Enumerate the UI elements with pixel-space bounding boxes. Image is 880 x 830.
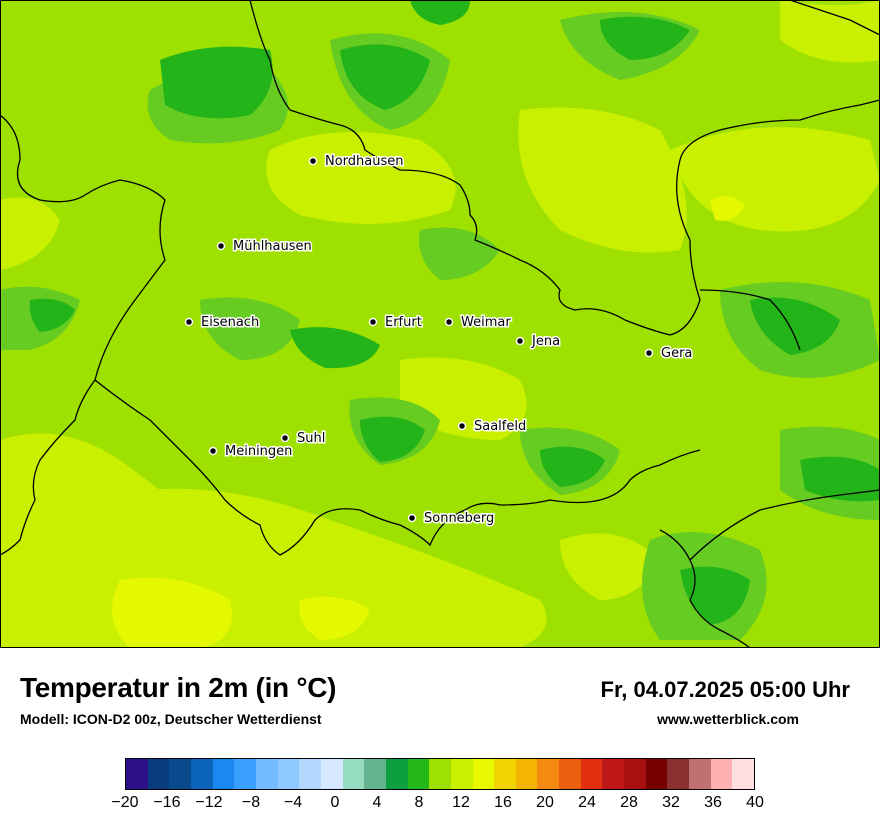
colorbar-segment (732, 759, 755, 789)
colorbar-segment (559, 759, 581, 789)
colorbar (125, 758, 755, 790)
colorbar-segment (450, 759, 473, 789)
colorbar-tick-label: 32 (662, 794, 680, 811)
city-marker: Sonneberg (407, 510, 496, 528)
colorbar-segment (126, 759, 148, 789)
colorbar-tick-label: 36 (704, 794, 722, 811)
colorbar-segment (234, 759, 256, 789)
colorbar-segment (710, 759, 733, 789)
colorbar-segment (472, 759, 495, 789)
colorbar-segment (277, 759, 300, 789)
city-marker: Saalfeld (457, 418, 528, 436)
svg-text:Meiningen: Meiningen (225, 444, 292, 459)
coolest-areas (29, 0, 880, 625)
colorbar-tick-label: 40 (746, 794, 764, 811)
city-marker: Jena (515, 333, 562, 351)
svg-text:Saalfeld: Saalfeld (474, 419, 526, 434)
colorbar-tick-label: −8 (241, 794, 261, 811)
website-link[interactable]: www.wetterblick.com (657, 711, 799, 727)
colorbar-tick-label: 24 (578, 794, 596, 811)
colorbar-segment (494, 759, 516, 789)
colorbar-tick-label: −4 (283, 794, 303, 811)
colorbar-segment (580, 759, 603, 789)
colorbar-tick-label: 28 (620, 794, 638, 811)
colorbar-segment (407, 759, 430, 789)
colorbar-segment (212, 759, 235, 789)
svg-text:Erfurt: Erfurt (385, 315, 422, 330)
colorbar-segment (515, 759, 538, 789)
city-marker: Weimar (444, 314, 513, 332)
city-marker: Erfurt (368, 314, 423, 332)
colorbar-segment (624, 759, 646, 789)
city-marker: Gera (644, 345, 694, 363)
city-markers: Nordhausen Mühlhausen Eisenach Erfurt We… (184, 153, 694, 528)
colorbar-segment (537, 759, 560, 789)
colorbar-segment (689, 759, 711, 789)
model-source: Modell: ICON-D2 00z, Deutscher Wetterdie… (20, 711, 322, 727)
svg-text:Nordhausen: Nordhausen (325, 154, 404, 169)
colorbar-tick-label: −16 (153, 794, 181, 811)
colorbar-tick-label: 8 (414, 794, 424, 811)
temperature-map: Nordhausen Mühlhausen Eisenach Erfurt We… (0, 0, 880, 648)
colorbar-segment (645, 759, 668, 789)
colorbar-segment (364, 759, 386, 789)
colorbar-segment (667, 759, 690, 789)
border-lines (0, 0, 880, 648)
map-title: Temperatur in 2m (in °C) (20, 672, 337, 703)
svg-text:Suhl: Suhl (297, 431, 325, 446)
colorbar-segment (602, 759, 625, 789)
colorbar-tick-label: 4 (372, 794, 382, 811)
colorbar-tick-label: −20 (111, 794, 139, 811)
city-marker: Meiningen (208, 443, 294, 461)
colorbar-tick-label: 12 (452, 794, 470, 811)
svg-text:Jena: Jena (531, 334, 560, 349)
colorbar-segment (169, 759, 191, 789)
svg-text:Weimar: Weimar (461, 315, 511, 330)
colorbar-segment (255, 759, 278, 789)
svg-text:Mühlhausen: Mühlhausen (233, 239, 312, 254)
colorbar-tick-label: 0 (330, 794, 340, 811)
colorbar-segment (147, 759, 170, 789)
city-marker: Eisenach (184, 314, 261, 332)
colorbar-segment (190, 759, 213, 789)
colorbar-ticks: −20 −16 −12 −8 −4 0 4 8 12 16 20 24 28 32 36 40 (111, 794, 763, 818)
svg-text:Eisenach: Eisenach (201, 315, 259, 330)
colorbar-segment (385, 759, 408, 789)
city-marker: Mühlhausen (216, 238, 313, 256)
svg-text:Gera: Gera (661, 346, 692, 361)
colorbar-tick-label: 20 (536, 794, 554, 811)
warm-areas (0, 0, 880, 648)
valid-datetime: Fr, 04.07.2025 05:00 Uhr (600, 677, 851, 702)
svg-text:Sonneberg: Sonneberg (424, 511, 494, 526)
colorbar-segment (429, 759, 451, 789)
colorbar-tick-label: −12 (195, 794, 223, 811)
colorbar-tick-label: 16 (494, 794, 512, 811)
city-marker: Suhl (280, 430, 327, 448)
colorbar-segment (342, 759, 365, 789)
city-marker: Nordhausen (308, 153, 405, 171)
colorbar-segment (320, 759, 343, 789)
colorbar-segment (299, 759, 321, 789)
